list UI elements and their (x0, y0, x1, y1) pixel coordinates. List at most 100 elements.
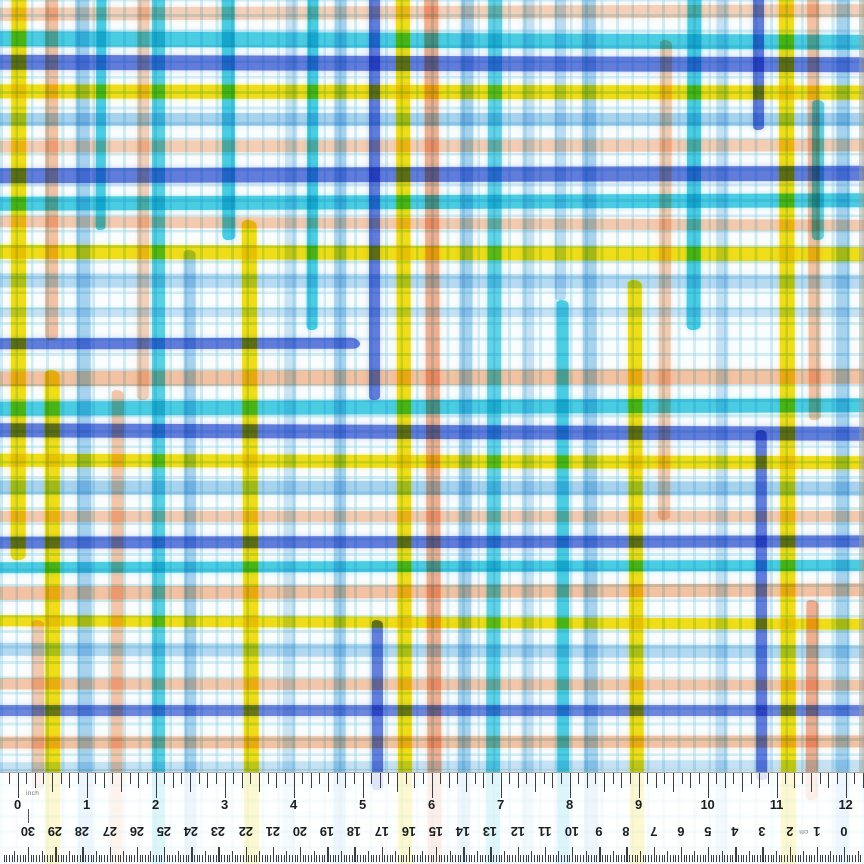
cm-tick (395, 851, 397, 862)
cm-tick (365, 854, 367, 862)
cm-tick (582, 854, 584, 862)
inch-tick (543, 773, 545, 784)
cm-tick (370, 854, 372, 862)
inch-tick (560, 773, 562, 784)
inch-number: 1 (82, 797, 91, 812)
cm-number: 0 (840, 824, 848, 839)
cm-tick (240, 854, 242, 862)
cm-tick (653, 847, 655, 862)
cm-tick (561, 854, 563, 862)
cm-tick (14, 851, 16, 862)
cm-tick (675, 854, 677, 862)
inch-tick (121, 773, 122, 792)
cm-tick (28, 847, 30, 862)
plaid-stripe-vertical (456, 0, 474, 864)
plaid-stripe-vertical (424, 0, 442, 864)
plaid-stripe-vertical (554, 0, 566, 300)
cm-tick (117, 854, 119, 862)
inch-tick (629, 773, 631, 784)
cm-tick (596, 854, 598, 862)
inch-tick (129, 773, 131, 784)
cm-number: 11 (538, 824, 552, 839)
plaid-stripe-vertical (75, 0, 93, 864)
cm-tick (727, 854, 729, 862)
cm-tick (800, 854, 802, 862)
cm-tick (136, 847, 139, 862)
cm-tick (427, 854, 429, 862)
inch-tick (604, 773, 605, 792)
inch-tick (34, 773, 36, 788)
cm-tick (776, 851, 777, 862)
cm-tick (438, 854, 440, 862)
cm-tick (215, 854, 217, 862)
cm-tick (846, 854, 848, 862)
inch-tick (526, 773, 528, 784)
cm-tick (697, 854, 699, 862)
cm-tick (805, 854, 807, 862)
inch-tick (448, 773, 450, 788)
cm-tick (327, 847, 329, 862)
cm-tick (297, 854, 299, 862)
cm-number: 27 (102, 824, 117, 839)
cm-tick (248, 854, 250, 862)
inch-tick (621, 773, 623, 788)
cm-tick (656, 854, 658, 862)
cm-tick (433, 854, 435, 862)
inch-tick (172, 773, 174, 788)
cm-tick (234, 854, 236, 862)
plaid-stripe-vertical (306, 0, 318, 331)
cm-tick (672, 854, 674, 862)
plaid-stripe-vertical (657, 39, 673, 521)
cm-tick (251, 854, 253, 862)
inch-tick (578, 773, 580, 784)
cm-tick (520, 854, 522, 862)
inch-number: 8 (565, 797, 574, 812)
cm-tick (422, 851, 424, 862)
cm-number: 28 (75, 824, 90, 839)
cm-tick (574, 854, 576, 862)
cm-tick (172, 854, 174, 862)
cm-tick (509, 854, 511, 862)
cm-tick (552, 854, 554, 862)
cm-tick (593, 854, 595, 862)
cm-tick (368, 851, 369, 862)
cm-tick (585, 851, 587, 862)
inch-tick (328, 773, 329, 792)
cm-tick (305, 854, 307, 862)
inch-number: 3 (220, 797, 229, 812)
plaid-stripe-vertical (581, 0, 599, 864)
cm-tick (259, 851, 261, 862)
cm-tick (144, 854, 146, 862)
inch-tick (819, 773, 821, 784)
cm-tick (688, 854, 690, 862)
cm-tick (47, 854, 49, 862)
plaid-stripe-vertical (95, 0, 107, 231)
cm-tick (128, 854, 130, 862)
cm-tick (430, 854, 432, 862)
fabric-right-edge (859, 0, 864, 772)
plaid-stripe-vertical (44, 0, 58, 340)
cm-tick (547, 854, 549, 862)
cm-tick (354, 847, 356, 862)
plaid-stripe-vertical (686, 0, 702, 331)
cm-tick (474, 854, 476, 862)
cm-number: 9 (595, 824, 603, 839)
cm-tick (732, 854, 734, 862)
cm-tick (264, 854, 266, 862)
inch-tick (466, 773, 467, 792)
cm-tick (57, 854, 59, 862)
inch-number: 5 (358, 797, 367, 812)
cm-tick (185, 854, 187, 862)
inch-tick (664, 773, 666, 784)
inch-tick (8, 773, 10, 784)
cm-tick (694, 851, 696, 862)
cm-tick (542, 854, 544, 862)
cm-tick (661, 854, 663, 862)
cm-tick (640, 851, 641, 862)
cm-tick (123, 851, 125, 862)
cm-tick (773, 854, 775, 862)
cm-tick (618, 854, 620, 862)
cm-tick (854, 854, 856, 862)
cm-tick (626, 847, 628, 862)
cm-tick (591, 854, 593, 862)
